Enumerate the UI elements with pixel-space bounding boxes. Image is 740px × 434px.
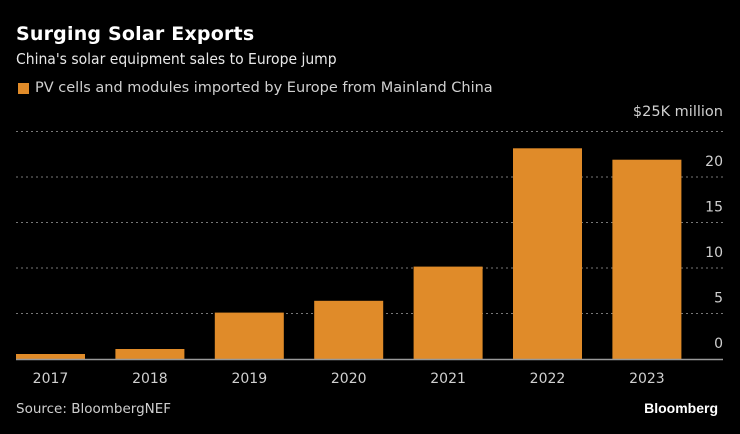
y-tick-label: 20 [705,154,723,170]
chart-title: Surging Solar Exports [16,23,255,45]
x-tick-label-2017: 2017 [33,371,69,387]
x-tick-label-2018: 2018 [132,371,168,387]
chart-subtitle: China's solar equipment sales to Europe … [16,50,337,68]
x-tick-label-2021: 2021 [430,371,466,387]
legend-swatch [18,82,29,94]
y-tick-label: 15 [705,200,723,216]
y-axis-unit-label: $25K million [632,104,723,120]
source-note: Source: BloombergNEF [16,401,172,417]
bars [16,148,682,359]
bar-2020 [314,300,384,359]
legend: PV cells and modules imported by Europe … [18,80,493,96]
x-tick-label-2022: 2022 [530,371,566,387]
x-tick-label-2023: 2023 [629,371,665,387]
bar-2021 [413,266,483,359]
x-tick-label-2020: 2020 [331,371,367,387]
x-tick-labels: 2017 2018 2019 2020 2021 2022 2023 [33,371,665,387]
bar-2017 [16,354,85,359]
y-tick-label: 10 [705,245,723,261]
bloomberg-logo: Bloomberg [644,400,718,416]
bar-2018 [115,349,185,359]
legend-label: PV cells and modules imported by Europe … [35,80,493,96]
y-tick-label: 0 [714,336,723,352]
y-tick-labels: 0 5 10 15 20 [705,154,723,352]
bar-2019 [214,312,284,359]
bar-2022 [513,148,582,359]
bar-2023 [612,159,682,359]
y-tick-label: 5 [714,291,723,307]
x-tick-label-2019: 2019 [231,371,267,387]
